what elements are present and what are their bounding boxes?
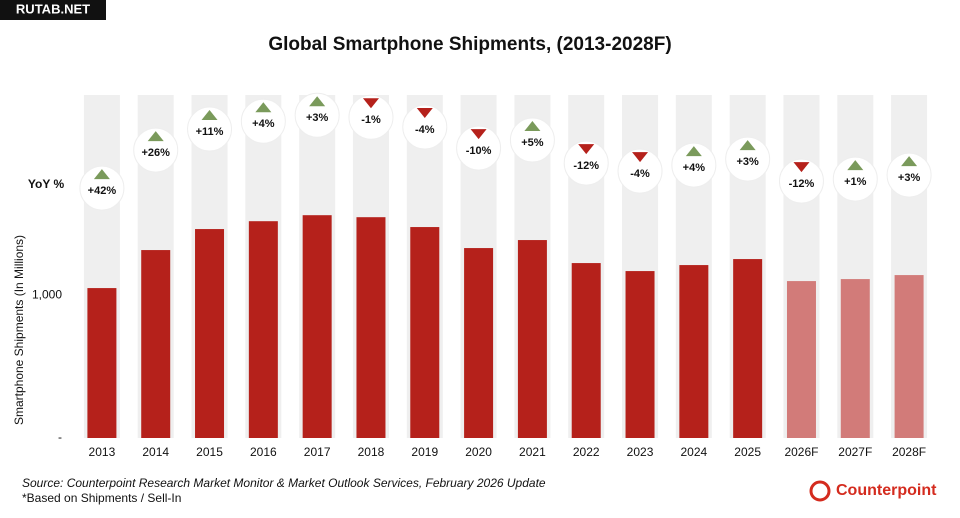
watermark-box [0,0,106,20]
yoy-bubble [456,125,502,171]
x-tick-label: 2013 [89,445,116,459]
up-arrow [93,169,110,180]
chart-title: Global Smartphone Shipments, (2013-2028F… [268,34,671,55]
down-arrow [416,108,433,119]
yoy-label: +11% [196,126,224,138]
brand: Counterpoint [836,482,937,499]
yoy-bubble [886,152,932,198]
bar [625,271,655,438]
yoy-label: +4% [252,118,275,130]
yoy-label: +4% [683,162,706,174]
bar [302,215,332,438]
yoy-label: -4% [415,124,435,136]
down-arrow [632,152,649,163]
bar [840,279,870,438]
yoy-label: -10% [466,145,492,157]
yoy-label: +1% [844,176,867,188]
up-arrow [524,121,541,132]
up-arrow [901,156,918,167]
x-tick-label: 2024 [680,445,707,459]
yoy-bubble [294,92,340,138]
bar [464,248,494,438]
x-tick-label: 2019 [411,445,438,459]
bar [571,263,601,438]
bar [87,288,117,438]
down-arrow [793,162,810,173]
yoy-bubble [187,106,233,152]
x-tick-label: 2017 [304,445,331,459]
yoy-label: -1% [361,114,381,126]
bar [517,240,547,438]
yoy-label: +42% [88,185,117,197]
yoy-label: -12% [789,178,815,190]
yoy-bubble [671,142,717,188]
yoy-label: +3% [306,112,329,124]
bar [894,275,924,438]
yoy-label: +3% [898,172,921,184]
down-arrow [362,98,379,109]
bar [733,259,763,438]
yoy-title: YoY % [28,177,65,191]
yoy-label: -12% [573,160,599,172]
up-arrow [685,146,702,157]
x-tick-label: 2023 [627,445,654,459]
down-arrow [470,129,487,140]
yoy-bubble [832,156,878,202]
bar [195,229,225,438]
bar [786,281,816,438]
watermark: RUTAB.NET [16,1,90,16]
bar [410,227,440,438]
yoy-bubble [778,158,824,204]
up-arrow [201,110,218,121]
yoy-label: +26% [141,147,170,159]
yoy-bubble [509,117,555,163]
yoy-bubble [402,104,448,150]
brand-logo [809,480,831,502]
yoy-bubble [348,94,394,140]
yoy-bubble [617,148,663,194]
up-arrow [309,96,326,107]
bar [356,217,386,438]
x-tick-label: 2020 [465,445,492,459]
x-tick-label: 2018 [358,445,385,459]
up-arrow [147,131,164,142]
yoy-label: +3% [736,156,759,168]
y-axis-label: Smartphone Shipments (In Millions) [12,235,26,425]
note: *Based on Shipments / Sell-In [22,491,181,505]
yoy-bubble [240,98,286,144]
yoy-label: +5% [521,137,544,149]
x-tick-label: 2022 [573,445,600,459]
x-tick-label: 2014 [142,445,169,459]
yoy-bubble [725,136,771,182]
yoy-bubble [563,140,609,186]
x-tick-label: 2028F [892,445,926,459]
bar [248,221,278,438]
yoy-bubble [79,165,125,211]
down-arrow [578,144,595,155]
yoy-bubble [133,127,179,173]
x-tick-label: 2025 [734,445,761,459]
y-tick-label: - [58,430,62,444]
up-arrow [847,160,864,171]
up-arrow [739,140,756,151]
bar [141,250,171,438]
x-tick-label: 2027F [838,445,872,459]
x-tick-label: 2026F [784,445,818,459]
up-arrow [255,102,272,113]
x-tick-label: 2015 [196,445,223,459]
yoy-label: -4% [630,168,650,180]
x-tick-label: 2016 [250,445,277,459]
source: Source: Counterpoint Research Market Mon… [22,476,546,490]
x-tick-label: 2021 [519,445,546,459]
y-tick-label: 1,000 [32,287,62,301]
bar [679,265,709,438]
